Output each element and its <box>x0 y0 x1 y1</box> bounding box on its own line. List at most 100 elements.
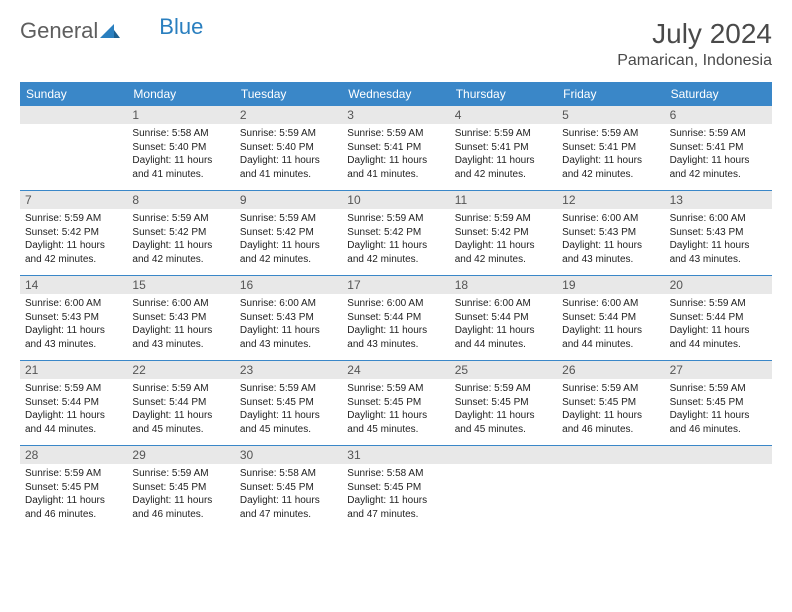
location-text: Pamarican, Indonesia <box>617 52 772 70</box>
day-info: Sunrise: 5:59 AMSunset: 5:45 PMDaylight:… <box>450 379 557 440</box>
day-cell: 29Sunrise: 5:59 AMSunset: 5:45 PMDayligh… <box>127 446 234 530</box>
day-cell <box>20 106 127 190</box>
day-info: Sunrise: 5:59 AMSunset: 5:41 PMDaylight:… <box>557 124 664 185</box>
day-number: 23 <box>235 361 342 379</box>
logo-text-blue: Blue <box>159 14 203 40</box>
day-info: Sunrise: 5:59 AMSunset: 5:45 PMDaylight:… <box>557 379 664 440</box>
sunrise-text: Sunrise: 5:59 AM <box>132 212 229 226</box>
day-info: Sunrise: 5:59 AMSunset: 5:42 PMDaylight:… <box>450 209 557 270</box>
sunrise-text: Sunrise: 6:00 AM <box>562 297 659 311</box>
weekday-header-monday: Monday <box>127 82 234 106</box>
day-info: Sunrise: 5:59 AMSunset: 5:42 PMDaylight:… <box>235 209 342 270</box>
sunrise-text: Sunrise: 6:00 AM <box>132 297 229 311</box>
day-info: Sunrise: 6:00 AMSunset: 5:43 PMDaylight:… <box>127 294 234 355</box>
day-cell: 7Sunrise: 5:59 AMSunset: 5:42 PMDaylight… <box>20 191 127 275</box>
sunrise-text: Sunrise: 5:59 AM <box>25 382 122 396</box>
day-info: Sunrise: 5:59 AMSunset: 5:45 PMDaylight:… <box>20 464 127 525</box>
day-cell: 24Sunrise: 5:59 AMSunset: 5:45 PMDayligh… <box>342 361 449 445</box>
sunrise-text: Sunrise: 5:59 AM <box>240 127 337 141</box>
day-info: Sunrise: 5:59 AMSunset: 5:42 PMDaylight:… <box>342 209 449 270</box>
daylight-text: Daylight: 11 hours and 45 minutes. <box>347 409 444 436</box>
daylight-text: Daylight: 11 hours and 43 minutes. <box>670 239 767 266</box>
day-info: Sunrise: 6:00 AMSunset: 5:43 PMDaylight:… <box>665 209 772 270</box>
day-info: Sunrise: 5:59 AMSunset: 5:42 PMDaylight:… <box>127 209 234 270</box>
daylight-text: Daylight: 11 hours and 43 minutes. <box>240 324 337 351</box>
sunrise-text: Sunrise: 5:59 AM <box>455 212 552 226</box>
day-cell: 8Sunrise: 5:59 AMSunset: 5:42 PMDaylight… <box>127 191 234 275</box>
sunset-text: Sunset: 5:43 PM <box>25 311 122 325</box>
day-cell <box>450 446 557 530</box>
day-info: Sunrise: 5:59 AMSunset: 5:41 PMDaylight:… <box>342 124 449 185</box>
day-cell: 31Sunrise: 5:58 AMSunset: 5:45 PMDayligh… <box>342 446 449 530</box>
day-cell: 28Sunrise: 5:59 AMSunset: 5:45 PMDayligh… <box>20 446 127 530</box>
daylight-text: Daylight: 11 hours and 42 minutes. <box>25 239 122 266</box>
day-info: Sunrise: 5:59 AMSunset: 5:41 PMDaylight:… <box>665 124 772 185</box>
week-row: 7Sunrise: 5:59 AMSunset: 5:42 PMDaylight… <box>20 191 772 276</box>
sunrise-text: Sunrise: 6:00 AM <box>455 297 552 311</box>
day-number: 26 <box>557 361 664 379</box>
day-number: 25 <box>450 361 557 379</box>
day-info: Sunrise: 6:00 AMSunset: 5:43 PMDaylight:… <box>557 209 664 270</box>
day-number: 19 <box>557 276 664 294</box>
day-number: 8 <box>127 191 234 209</box>
day-cell: 23Sunrise: 5:59 AMSunset: 5:45 PMDayligh… <box>235 361 342 445</box>
sunrise-text: Sunrise: 5:59 AM <box>25 467 122 481</box>
sunset-text: Sunset: 5:45 PM <box>347 481 444 495</box>
daylight-text: Daylight: 11 hours and 44 minutes. <box>455 324 552 351</box>
sunset-text: Sunset: 5:41 PM <box>670 141 767 155</box>
day-number: 4 <box>450 106 557 124</box>
title-block: July 2024 Pamarican, Indonesia <box>617 18 772 70</box>
weekday-header-friday: Friday <box>557 82 664 106</box>
daylight-text: Daylight: 11 hours and 42 minutes. <box>132 239 229 266</box>
sunset-text: Sunset: 5:45 PM <box>132 481 229 495</box>
day-number: 18 <box>450 276 557 294</box>
day-info: Sunrise: 5:59 AMSunset: 5:45 PMDaylight:… <box>235 379 342 440</box>
sunset-text: Sunset: 5:45 PM <box>240 396 337 410</box>
sunset-text: Sunset: 5:44 PM <box>132 396 229 410</box>
sunrise-text: Sunrise: 5:59 AM <box>562 382 659 396</box>
day-cell: 6Sunrise: 5:59 AMSunset: 5:41 PMDaylight… <box>665 106 772 190</box>
sunset-text: Sunset: 5:42 PM <box>455 226 552 240</box>
weekday-header-wednesday: Wednesday <box>342 82 449 106</box>
day-number: 6 <box>665 106 772 124</box>
sunset-text: Sunset: 5:45 PM <box>347 396 444 410</box>
day-info: Sunrise: 5:59 AMSunset: 5:45 PMDaylight:… <box>342 379 449 440</box>
day-number: 20 <box>665 276 772 294</box>
day-cell: 1Sunrise: 5:58 AMSunset: 5:40 PMDaylight… <box>127 106 234 190</box>
sunrise-text: Sunrise: 5:59 AM <box>132 467 229 481</box>
sunset-text: Sunset: 5:45 PM <box>25 481 122 495</box>
day-info: Sunrise: 5:59 AMSunset: 5:44 PMDaylight:… <box>20 379 127 440</box>
day-cell: 13Sunrise: 6:00 AMSunset: 5:43 PMDayligh… <box>665 191 772 275</box>
daylight-text: Daylight: 11 hours and 47 minutes. <box>347 494 444 521</box>
sunrise-text: Sunrise: 5:59 AM <box>670 127 767 141</box>
sunset-text: Sunset: 5:44 PM <box>670 311 767 325</box>
daylight-text: Daylight: 11 hours and 42 minutes. <box>562 154 659 181</box>
daylight-text: Daylight: 11 hours and 42 minutes. <box>455 154 552 181</box>
day-info: Sunrise: 5:59 AMSunset: 5:45 PMDaylight:… <box>127 464 234 525</box>
day-cell: 30Sunrise: 5:58 AMSunset: 5:45 PMDayligh… <box>235 446 342 530</box>
sunset-text: Sunset: 5:42 PM <box>240 226 337 240</box>
sunset-text: Sunset: 5:42 PM <box>347 226 444 240</box>
daylight-text: Daylight: 11 hours and 42 minutes. <box>347 239 444 266</box>
sunrise-text: Sunrise: 6:00 AM <box>562 212 659 226</box>
month-title: July 2024 <box>617 18 772 50</box>
sunset-text: Sunset: 5:43 PM <box>670 226 767 240</box>
sunset-text: Sunset: 5:40 PM <box>132 141 229 155</box>
daylight-text: Daylight: 11 hours and 46 minutes. <box>132 494 229 521</box>
sunrise-text: Sunrise: 5:59 AM <box>240 212 337 226</box>
sunrise-text: Sunrise: 5:59 AM <box>25 212 122 226</box>
day-number: 31 <box>342 446 449 464</box>
daylight-text: Daylight: 11 hours and 41 minutes. <box>347 154 444 181</box>
day-cell: 4Sunrise: 5:59 AMSunset: 5:41 PMDaylight… <box>450 106 557 190</box>
day-cell: 9Sunrise: 5:59 AMSunset: 5:42 PMDaylight… <box>235 191 342 275</box>
sunset-text: Sunset: 5:45 PM <box>455 396 552 410</box>
day-cell: 16Sunrise: 6:00 AMSunset: 5:43 PMDayligh… <box>235 276 342 360</box>
header: General Blue July 2024 Pamarican, Indone… <box>20 18 772 70</box>
daylight-text: Daylight: 11 hours and 42 minutes. <box>240 239 337 266</box>
day-number: 14 <box>20 276 127 294</box>
day-number-empty <box>557 446 664 464</box>
day-info: Sunrise: 6:00 AMSunset: 5:43 PMDaylight:… <box>20 294 127 355</box>
day-number-empty <box>450 446 557 464</box>
sunrise-text: Sunrise: 5:59 AM <box>240 382 337 396</box>
day-number: 2 <box>235 106 342 124</box>
